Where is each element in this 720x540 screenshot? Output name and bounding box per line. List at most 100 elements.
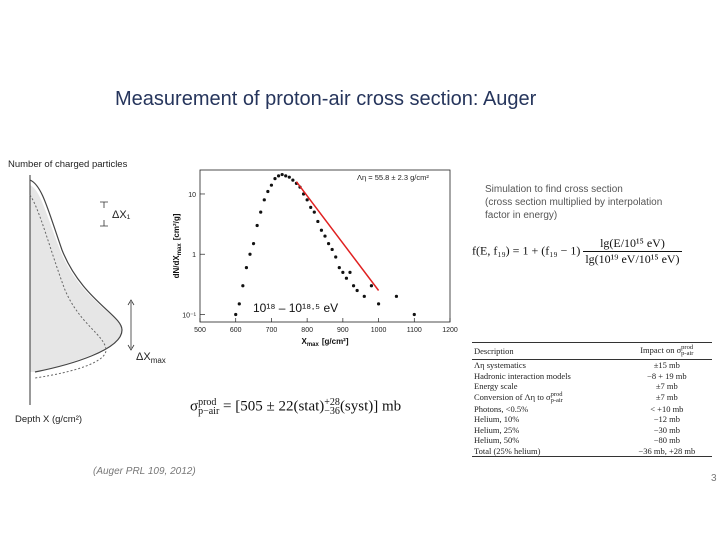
data-point — [291, 178, 295, 182]
schematic: Number of charged particles ΔX₁ ΔXmax De… — [8, 159, 166, 425]
data-point — [323, 234, 327, 238]
table-cell: Impact on σ prod p-air — [621, 341, 712, 361]
table-cell: −12 mb — [622, 414, 712, 425]
cell-text: ±7 mb — [655, 392, 678, 403]
table-cell: Helium, 50% — [472, 435, 622, 446]
plot-frame — [199, 169, 451, 323]
data-point — [305, 198, 309, 202]
table-row: Photons, <0.5% < +10 mb — [472, 404, 712, 415]
data-point — [259, 210, 263, 214]
table-row: Helium, 50% −80 mb — [472, 435, 712, 446]
denominator: lg(10¹⁹ eV/10¹⁵ eV) — [585, 252, 680, 266]
sigma-scripts: prod p−air — [198, 398, 220, 417]
err-down: −36 — [324, 406, 340, 417]
data-point — [309, 205, 313, 209]
cell-text: −36 mb, +28 mb — [638, 445, 696, 456]
table-cell: Helium, 10% — [472, 414, 622, 425]
cell-text: Total (25% helium) — [474, 445, 541, 456]
y-label-sub: max — [177, 243, 183, 256]
syst-errors: +28 −36 — [324, 398, 340, 417]
data-point — [369, 284, 374, 288]
table-row: Conversion of Λη to σ prod p-air ±7 mb — [472, 390, 712, 404]
formula-body: = [505 ± 22(stat) — [219, 398, 325, 415]
x-tick-label: 500 — [194, 327, 206, 334]
dxmax-label: ΔXmax — [136, 351, 166, 365]
table-cell: < +10 mb — [622, 404, 712, 415]
data-point — [287, 175, 291, 179]
table-row: Λη systematics ±15 mb — [472, 360, 712, 371]
y-tick-label: 1 — [192, 252, 196, 259]
data-point — [319, 228, 324, 232]
data-point — [355, 288, 359, 293]
data-point — [280, 172, 284, 177]
cell-text: Helium, 25% — [474, 424, 520, 435]
cell-scripts: prod p-air — [681, 344, 693, 357]
annotation: 10¹⁸ – 10¹⁸·⁵ eV — [253, 301, 338, 315]
data-point — [330, 247, 334, 252]
table-cell: Hadronic interaction models — [472, 371, 622, 382]
cell-text: Conversion of Λη to σ — [474, 391, 551, 402]
x-tick-label: 900 — [337, 327, 349, 334]
cell-text: −8 + 19 mb — [647, 370, 687, 381]
dxmax-main: ΔX — [136, 351, 151, 363]
data-point — [241, 284, 245, 288]
cell-text: < +10 mb — [650, 403, 684, 414]
data-point — [255, 223, 259, 228]
table-cell: −36 mb, +28 mb — [621, 445, 712, 458]
data-point — [412, 312, 416, 317]
cell-text: ±15 mb — [653, 360, 680, 371]
data-point — [248, 252, 252, 256]
y-label-main: dN/dX — [172, 255, 181, 279]
data-point — [284, 174, 288, 178]
table-cell: ±7 mb — [622, 381, 712, 392]
x-tick-label: 800 — [301, 327, 313, 334]
y-label: Number of charged particles — [8, 159, 128, 170]
data-point — [394, 294, 399, 298]
data-point — [276, 174, 281, 178]
cell-scripts: prod p-air — [550, 390, 563, 404]
cell-text: Description — [474, 345, 514, 356]
cell-text: Energy scale — [474, 381, 518, 392]
cell-text: Hadronic interaction models — [474, 370, 571, 381]
data-point — [237, 302, 241, 306]
dx1-bracket — [100, 201, 108, 227]
y-tick-label: 10⁻¹ — [182, 312, 196, 319]
table-cell: Conversion of Λη to σ prod p-air — [472, 390, 622, 404]
x-label-sub: max — [307, 342, 320, 348]
fraction: lg(E/10¹⁵ eV) lg(10¹⁹ eV/10¹⁵ eV) — [583, 236, 682, 267]
data-point — [326, 242, 331, 246]
table-cell: Helium, 25% — [472, 425, 622, 436]
citation: (Auger PRL 109, 2012) — [93, 466, 196, 477]
cell-text: Impact on σ — [640, 345, 682, 355]
x-tick-label: 600 — [230, 327, 242, 334]
data-point — [266, 189, 270, 194]
data-point — [351, 284, 356, 288]
table-cell: −80 mb — [622, 435, 712, 446]
x-label-unit: [g/cm²] — [322, 337, 349, 346]
dxmax-sub: max — [151, 356, 166, 365]
table-cell: −8 + 19 mb — [622, 371, 712, 382]
data-point — [273, 176, 277, 181]
cell-text: Helium, 10% — [474, 414, 520, 425]
data-point — [244, 265, 249, 270]
table-row: Energy scale ±7 mb — [472, 381, 712, 392]
table-row: Hadronic interaction models −8 + 19 mb — [472, 371, 712, 382]
header-row: Description Impact on σ prod p-air — [472, 341, 712, 361]
cell-text: −80 mb — [653, 435, 680, 446]
numerator: lg(E/10¹⁵ eV) — [583, 236, 682, 252]
cell-text: −30 mb — [653, 424, 680, 435]
sigma-sub: p−air — [198, 406, 220, 417]
note-line: (cross section multiplied by interpolati… — [485, 197, 663, 208]
x-tick-label: 700 — [266, 327, 278, 334]
formula-tail: (syst)] mb — [339, 398, 402, 415]
table-row: Helium, 10% −12 mb — [472, 414, 712, 425]
cross-section-formula: σ prod p−air = [505 ± 22(stat) +28 −36 (syst)… — [190, 398, 402, 417]
x-tick-label: 1000 — [371, 327, 387, 334]
table-body: Λη systematics ±15 mb Hadronic interaction… — [472, 360, 712, 458]
y-axis-label: dN/dXmax [cm²/g] — [172, 213, 183, 278]
fit-line — [295, 181, 380, 291]
profile-curve — [29, 179, 123, 373]
cell-sup: prod — [550, 390, 563, 398]
